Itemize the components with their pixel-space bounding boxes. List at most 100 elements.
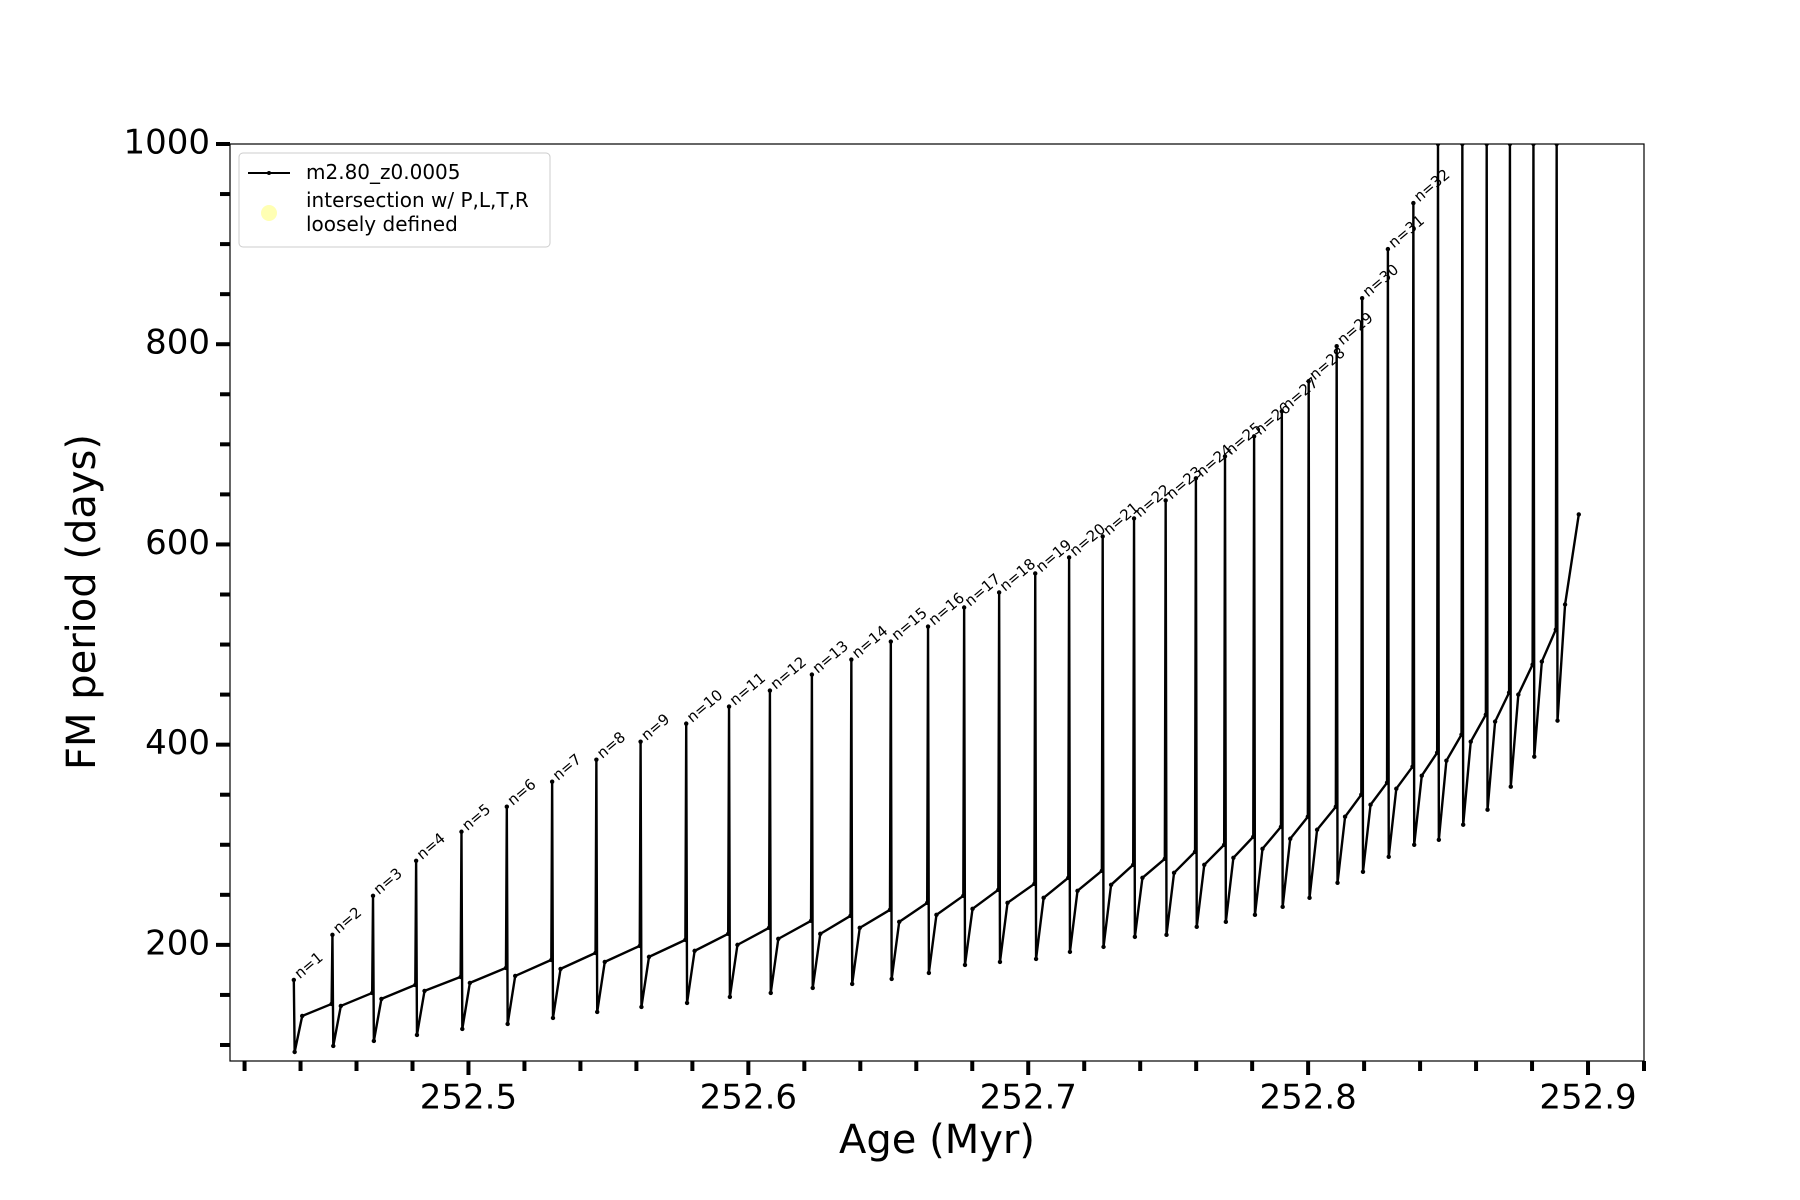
data-point: [1306, 379, 1311, 384]
pulse-label: n=14: [848, 622, 891, 662]
pulse-label: n=13: [809, 637, 852, 677]
y-tick-label: 600: [145, 523, 210, 563]
data-point: [1394, 786, 1399, 791]
data-point: [1385, 246, 1391, 252]
data-point: [810, 985, 815, 991]
pulse-label: n=17: [961, 570, 1004, 610]
data-point: [1384, 780, 1390, 785]
data-point: [292, 1049, 297, 1055]
data-point: [1067, 949, 1073, 955]
data-point: [961, 893, 966, 899]
data-point: [1434, 750, 1440, 755]
data-point: [1459, 732, 1464, 737]
data-point: [291, 977, 297, 983]
legend-marker: [261, 205, 277, 221]
data-point: [767, 688, 773, 693]
pulse-label: n=5: [458, 800, 494, 834]
data-point: [925, 900, 930, 906]
data-point: [1334, 344, 1339, 349]
pulse-label: n=31: [1385, 211, 1428, 251]
data-point: [926, 970, 932, 976]
data-point: [414, 1032, 420, 1038]
data-point: [595, 1009, 600, 1015]
data-point: [1508, 784, 1513, 789]
data-point: [1342, 814, 1348, 819]
legend-frame: [238, 152, 551, 248]
data-point: [1101, 944, 1106, 950]
data-point: [1231, 855, 1236, 860]
data-point: [1223, 919, 1229, 925]
data-point: [1193, 476, 1199, 481]
pulse-label: n=2: [329, 903, 365, 937]
data-point: [422, 988, 427, 994]
data-point: [1359, 295, 1365, 301]
pulse-label: n=12: [767, 653, 810, 693]
data-point: [1194, 924, 1199, 930]
legend-label: intersection w/ P,L,T,R loosely defined: [306, 188, 529, 236]
pulse-label: n=9: [637, 710, 673, 744]
data-point: [1066, 875, 1071, 881]
data-point: [467, 980, 473, 986]
data-point: [735, 942, 740, 948]
data-point: [460, 1026, 465, 1032]
pulse-label: n=7: [549, 750, 585, 784]
data-point: [1075, 888, 1080, 894]
x-axis-label: Age (Myr): [839, 1117, 1035, 1163]
data-point: [637, 943, 642, 949]
data-point: [684, 721, 689, 726]
data-point: [1460, 144, 1465, 147]
data-point: [1419, 773, 1424, 778]
data-point: [1131, 516, 1137, 521]
data-point: [925, 624, 931, 629]
data-point: [1041, 895, 1046, 901]
data-point: [1305, 814, 1311, 819]
data-point: [808, 918, 814, 924]
data-point: [1099, 868, 1105, 873]
data-point: [513, 973, 518, 979]
data-point: [1468, 739, 1473, 744]
pulse-label: n=10: [683, 686, 726, 726]
data-point: [897, 919, 902, 925]
data-point: [369, 990, 375, 996]
data-point: [458, 974, 463, 980]
data-point: [1171, 870, 1177, 875]
data-point: [1412, 842, 1417, 847]
y-tick-label: 200: [145, 923, 210, 963]
x-tick-label: 252.6: [700, 1078, 797, 1118]
data-point: [809, 672, 815, 677]
data-point: [1202, 862, 1207, 867]
data-point: [558, 966, 563, 972]
data-point: [1555, 718, 1560, 723]
data-point: [1360, 869, 1366, 874]
data-point: [639, 1004, 644, 1010]
data-point: [727, 994, 733, 1000]
data-point: [1554, 144, 1559, 147]
data-point: [1260, 846, 1265, 851]
data-point: [413, 858, 419, 863]
data-point: [1307, 895, 1312, 901]
x-tick-label: 252.9: [1539, 1078, 1636, 1118]
data-line: [292, 144, 1580, 1054]
data-point: [504, 804, 510, 809]
data-point: [848, 913, 853, 919]
data-point: [683, 937, 688, 943]
x-tick-label: 252.8: [1259, 1078, 1356, 1118]
data-point: [1164, 932, 1169, 938]
data-point: [888, 639, 894, 644]
pulse-label: n=30: [1359, 260, 1402, 300]
data-point: [1314, 827, 1320, 832]
data-point: [593, 950, 598, 956]
data-point: [818, 931, 823, 937]
data-point: [1251, 834, 1256, 839]
data-point: [503, 965, 509, 971]
data-point: [1444, 758, 1449, 763]
pulse-label: n=4: [413, 829, 449, 863]
plot-frame: [229, 143, 1645, 1062]
data-point: [1539, 659, 1545, 664]
pulse-label: n=29: [1334, 308, 1377, 348]
data-point: [1140, 875, 1145, 881]
pulse-label: n=3: [370, 864, 406, 898]
data-point: [962, 962, 968, 968]
x-tick-label: 252.7: [980, 1078, 1077, 1118]
